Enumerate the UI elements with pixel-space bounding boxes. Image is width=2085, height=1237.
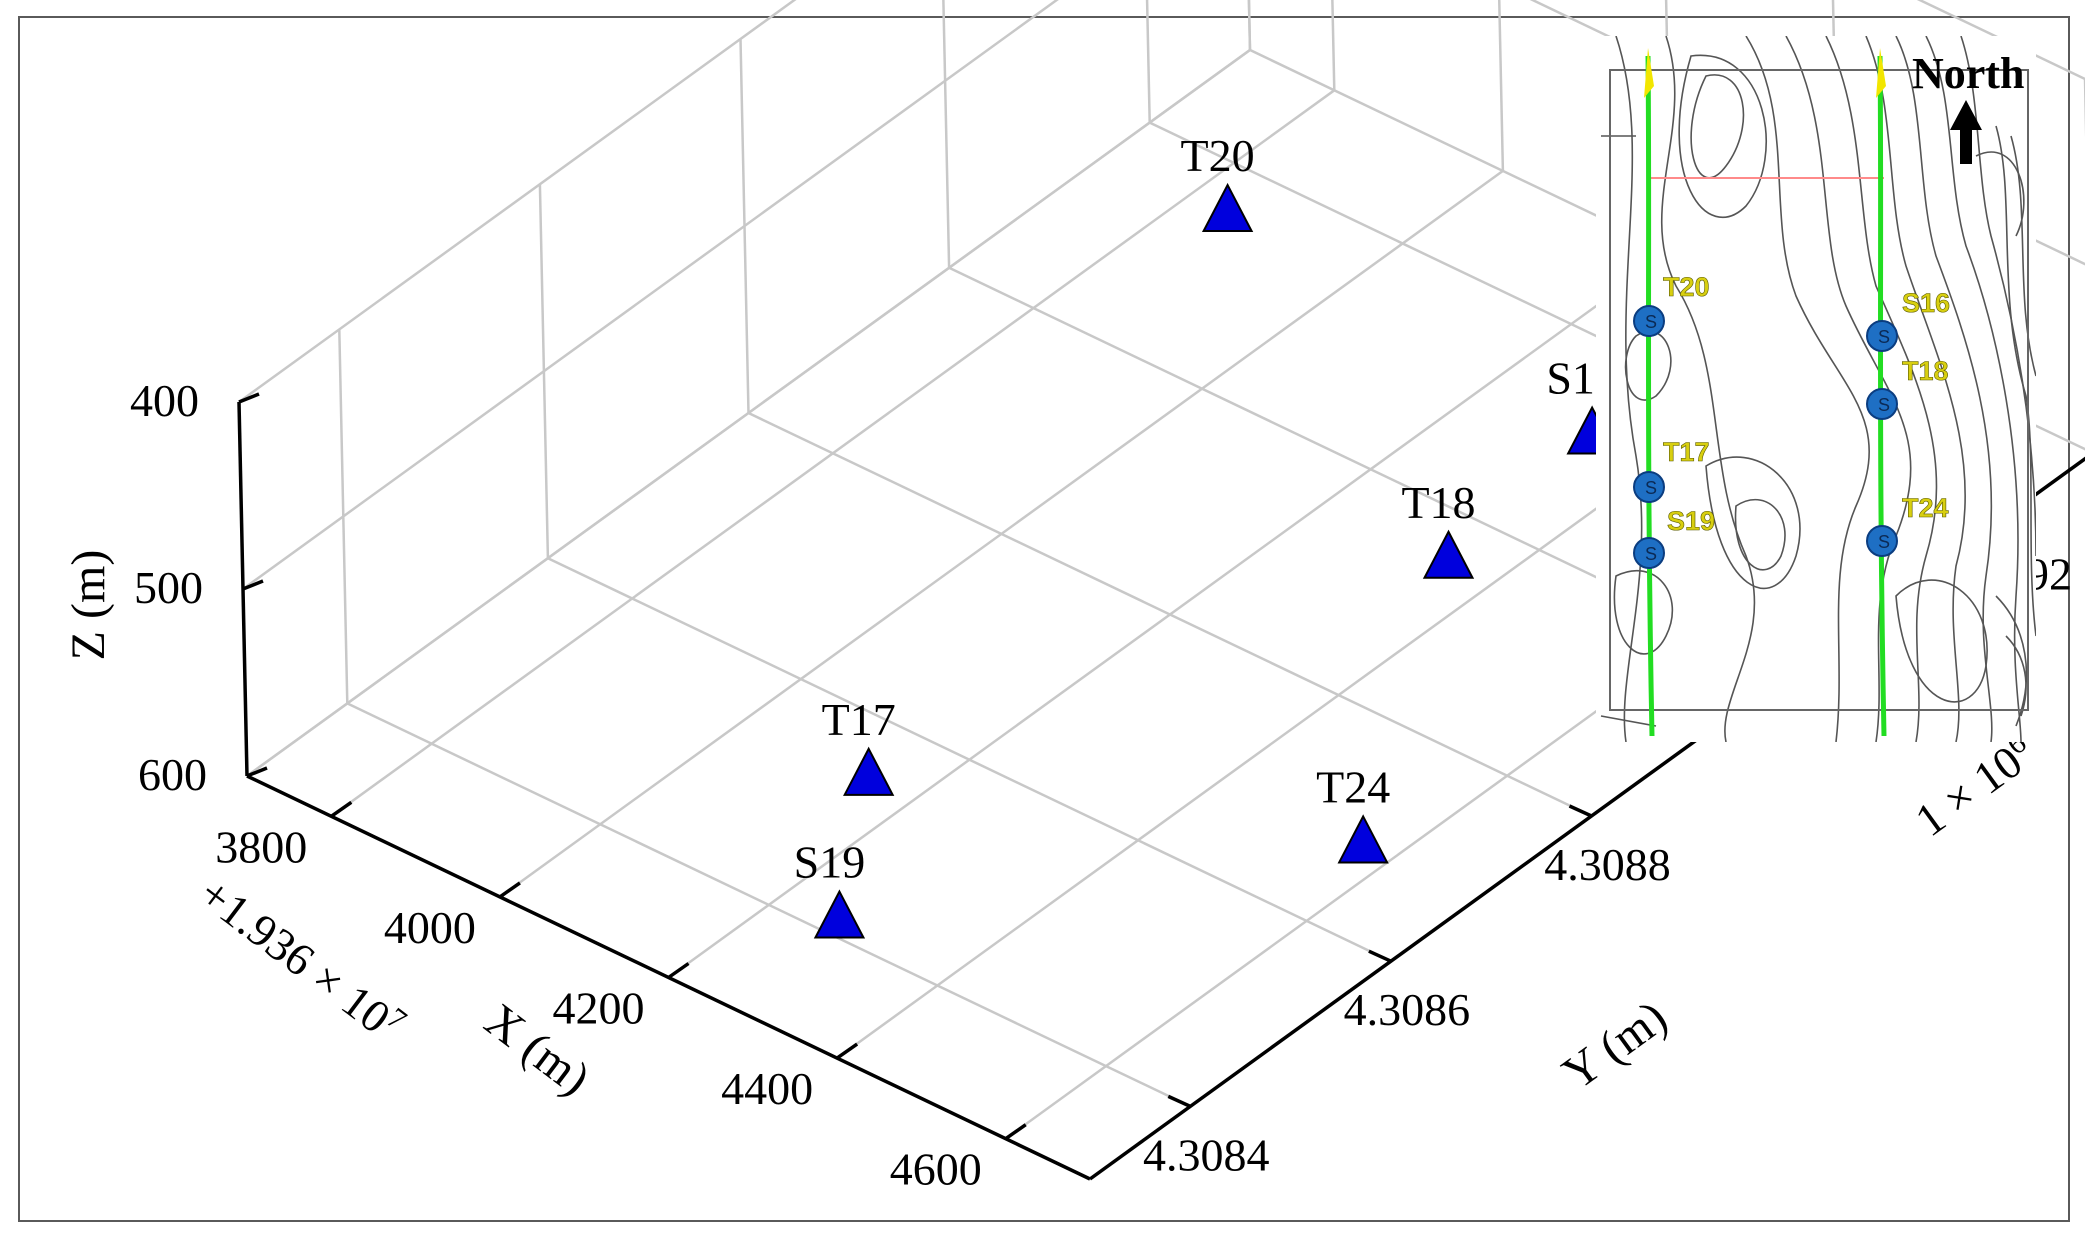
- grid-line: [346, 702, 1191, 1108]
- x-tick-label: 4200: [553, 983, 645, 1034]
- station-label: S19: [794, 837, 866, 888]
- grid-line: [942, 0, 951, 268]
- station-label: T18: [1401, 477, 1475, 528]
- y-tick-mark: [1568, 804, 1593, 818]
- station-label: T17: [822, 694, 896, 745]
- station-marker-icon: [1866, 525, 1898, 557]
- station-marker-letter: S: [1645, 478, 1657, 498]
- station-label: T20: [1181, 130, 1255, 181]
- triangle-marker: [1422, 529, 1475, 579]
- grid-line: [238, 0, 2085, 404]
- x-tick-label: 3800: [215, 821, 307, 872]
- inset-boundary: [1609, 69, 2029, 711]
- triangle-marker: [843, 746, 895, 796]
- y-tick-mark: [1368, 949, 1392, 963]
- contour-lines: [1600, 36, 2036, 742]
- z-tick-label: 600: [138, 749, 207, 800]
- station-marker-letter: S: [1645, 312, 1657, 332]
- z-tick-mark: [246, 766, 268, 778]
- station-marker-letter: S: [1645, 544, 1657, 564]
- inset-station-label: T24: [1902, 493, 1949, 523]
- y-tick-label: 4.3084: [1143, 1129, 1270, 1180]
- station-marker-icon: [1633, 471, 1665, 503]
- inset-station-label: T20: [1663, 272, 1710, 302]
- z-tick-mark: [242, 579, 264, 591]
- grid-line: [547, 557, 1392, 963]
- grid-line: [1497, 0, 1505, 171]
- x-tick-label: 4600: [890, 1144, 982, 1195]
- north-arrow-icon: [1950, 100, 1982, 164]
- x-tick-mark: [1004, 1123, 1027, 1141]
- station-marker-icon: [1633, 305, 1665, 337]
- x-offset-label: +1.936 × 107: [190, 866, 412, 1052]
- line-start-marker: [1876, 48, 1886, 98]
- inset-station-label: T18: [1902, 356, 1949, 386]
- line-start-marker: [1644, 48, 1654, 98]
- svg-text:+1.936 × 107: +1.936 × 107: [190, 866, 412, 1052]
- inset-station-label: S16: [1902, 288, 1950, 318]
- y-scale-label: 1 × 106: [1905, 726, 2043, 846]
- grid-line: [1145, 0, 1151, 123]
- z-axis-label: Z (m): [62, 550, 115, 661]
- svg-text:1 × 106: 1 × 106: [1905, 726, 2043, 846]
- grid-line: [747, 411, 1593, 818]
- station-marker-icon: [1633, 537, 1665, 569]
- z-tick-label: 400: [130, 375, 199, 426]
- triangle-marker: [1337, 814, 1389, 864]
- triangle-marker: [813, 889, 866, 939]
- station-marker-letter: S: [1878, 532, 1890, 552]
- inset-stations: S T20 S S16 S T18 S T17 S S19 S T24: [1633, 272, 1950, 569]
- y-tick-mark: [1167, 1094, 1192, 1108]
- grid-line: [1331, 0, 1336, 91]
- y-tick-label: 4.3086: [1344, 984, 1471, 1035]
- station-marker-icon: [1866, 320, 1898, 352]
- y-tick-label: 4.3088: [1544, 839, 1671, 890]
- map-inset: S T20 S S16 S T18 S T17 S S19 S T24 North: [1596, 36, 2036, 742]
- x-tick-label: 4000: [384, 902, 476, 953]
- x-tick-mark: [498, 881, 521, 899]
- x-tick-mark: [836, 1042, 859, 1060]
- station-marker-icon: [1866, 388, 1898, 420]
- grid-line: [1247, 0, 1252, 51]
- x-tick-mark: [330, 800, 353, 818]
- triangle-marker: [1201, 182, 1254, 233]
- inset-station-label: S19: [1667, 506, 1715, 536]
- station-marker-letter: S: [1878, 327, 1890, 347]
- inset-station-label: T17: [1663, 437, 1710, 467]
- x-tick-label: 4400: [721, 1063, 813, 1114]
- station-label: T24: [1316, 761, 1390, 812]
- x-tick-mark: [667, 962, 690, 979]
- north-label: North: [1912, 49, 2024, 98]
- z-tick-label: 500: [134, 562, 203, 613]
- z-tick-mark: [238, 392, 260, 404]
- y-axis-label: Y (m): [1553, 990, 1677, 1100]
- station-marker-letter: S: [1878, 395, 1890, 415]
